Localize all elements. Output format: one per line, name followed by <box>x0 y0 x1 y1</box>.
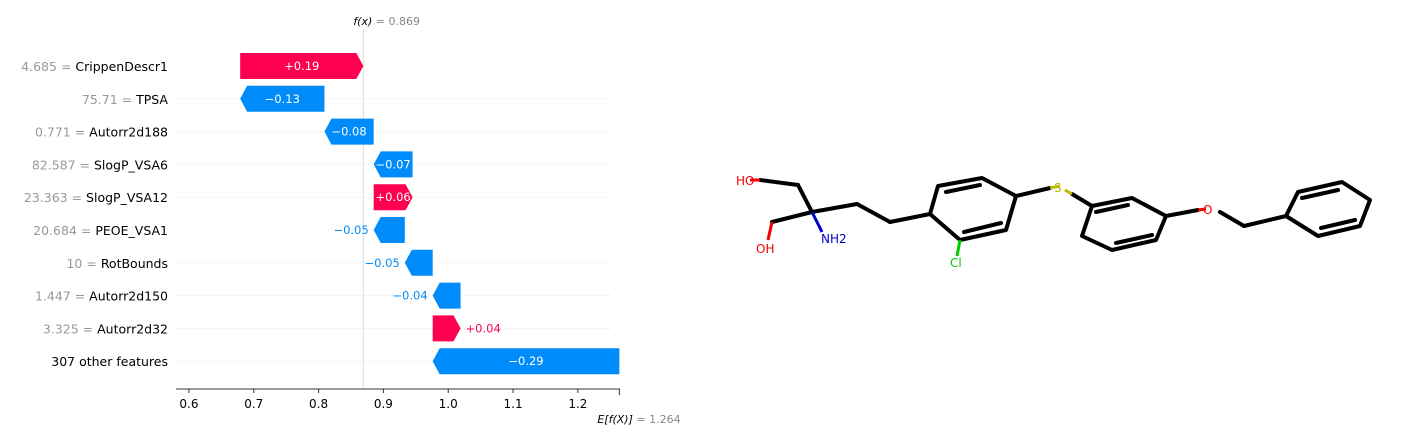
negative-bar-tpsa <box>240 85 325 112</box>
feature-value: 10 = <box>66 256 100 271</box>
feature-name: Autorr2d32 <box>97 321 168 336</box>
feature-value: 20.684 = <box>33 223 95 238</box>
feature-value: 23.363 = <box>24 190 86 205</box>
bar-value-label: −0.05 <box>365 256 400 270</box>
negative-bar-autorr2d150 <box>432 282 461 309</box>
feature-value: 4.685 = <box>21 59 75 74</box>
feature-value: 75.71 = <box>82 92 136 107</box>
feature-value: 82.587 = <box>32 157 94 172</box>
feature-row-label: 0.771 = Autorr2d188 <box>35 125 168 140</box>
feature-name: SlogP_VSA6 <box>94 157 168 172</box>
feature-name: Autorr2d150 <box>89 289 168 304</box>
x-axis-tick-label: 0.8 <box>309 397 328 411</box>
negative-bar-slogp-vsa6 <box>373 151 413 178</box>
bar-value-label: −0.05 <box>333 223 368 237</box>
positive-bar-slogp-vsa12 <box>373 184 413 211</box>
x-axis-tick-label: 0.9 <box>374 397 393 411</box>
feature-name: PEOE_VSA1 <box>95 223 168 238</box>
feature-value: 3.325 = <box>43 321 97 336</box>
feature-row-label: 4.685 = CrippenDescr1 <box>21 59 168 74</box>
expected-value-label: E[f(X)] = 1.264 <box>597 413 680 426</box>
x-axis-tick-label: 0.7 <box>244 397 263 411</box>
bar-value-label: +0.19 <box>284 59 319 73</box>
x-axis-tick-label: 1.0 <box>439 397 458 411</box>
feature-row-label: 3.325 = Autorr2d32 <box>43 321 168 336</box>
feature-row-label: 1.447 = Autorr2d150 <box>35 289 168 304</box>
bar-value-label: −0.04 <box>392 289 427 303</box>
feature-name: TPSA <box>135 92 168 107</box>
feature-name: 307 other features <box>51 354 168 369</box>
feature-value: 0.771 = <box>35 125 89 140</box>
feature-row-label: 307 other features <box>51 354 168 369</box>
negative-bar-autorr2d188 <box>324 118 374 145</box>
x-axis-tick-label: 1.2 <box>568 397 587 411</box>
x-axis-tick-label: 1.1 <box>504 397 523 411</box>
bar-value-label: −0.13 <box>265 92 300 106</box>
positive-bar-crippendescr1 <box>240 53 364 79</box>
feature-row-label: 20.684 = PEOE_VSA1 <box>33 223 168 238</box>
feature-name: RotBounds <box>101 256 168 271</box>
feature-name: SlogP_VSA12 <box>86 190 168 205</box>
atom-label-cl: Cl <box>950 256 962 270</box>
atom-label-nh2: NH2 <box>821 232 847 246</box>
bar-value-label: +0.06 <box>376 190 411 204</box>
atom-label-o: O <box>1203 203 1212 217</box>
atom-label-s: S <box>1054 181 1062 195</box>
feature-value: 1.447 = <box>35 289 89 304</box>
atom-label-oh: OH <box>756 242 774 256</box>
feature-row-label: 23.363 = SlogP_VSA12 <box>24 190 168 205</box>
bar-value-label: −0.08 <box>331 125 366 139</box>
feature-name: Autorr2d188 <box>89 125 168 140</box>
negative-bar-rotbounds <box>404 249 433 276</box>
x-axis-tick-label: 0.6 <box>179 397 198 411</box>
bar-value-label: −0.29 <box>508 354 543 368</box>
bar-value-label: +0.04 <box>466 321 501 335</box>
atom-label-ho: HO <box>736 174 754 188</box>
fx-label: f(x) = 0.869 <box>353 15 420 28</box>
positive-bar-autorr2d32 <box>432 315 461 342</box>
negative-bar-307-other-features <box>432 348 620 375</box>
shap-waterfall-chart: f(x) = 0.869 +0.19 4.685 = CrippenDescr1 −0… <box>21 15 680 426</box>
negative-bar-peoe-vsa1 <box>373 217 405 243</box>
molecule-structure: HO OH NH2 S O Cl <box>736 174 1372 270</box>
feature-row-label: 82.587 = SlogP_VSA6 <box>32 157 168 172</box>
feature-name: CrippenDescr1 <box>75 59 168 74</box>
bar-value-label: −0.07 <box>376 157 411 171</box>
feature-row-label: 10 = RotBounds <box>66 256 168 271</box>
feature-row-label: 75.71 = TPSA <box>82 92 169 107</box>
